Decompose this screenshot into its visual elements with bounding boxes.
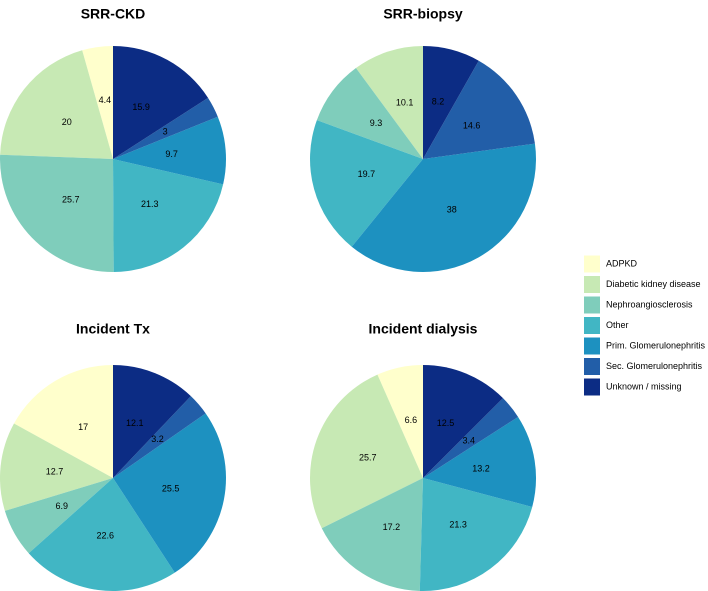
legend-label: Nephroangiosclerosis	[606, 299, 693, 309]
data-label-prim-glomerulonephritis: 13.2	[472, 463, 490, 473]
slice-diabetic-kidney-disease	[355, 45, 423, 159]
data-label-nephroangiosclerosis: 6.9	[56, 501, 69, 511]
data-label-sec-glomerulonephritis: 3.2	[151, 434, 164, 444]
data-label-sec-glomerulonephritis: 3	[163, 126, 168, 136]
legend-item-unknown-missing: Unknown / missing	[584, 378, 682, 396]
legend-key-nephroangiosclerosis	[584, 296, 600, 314]
pie-panel-incident-tx: Incident Tx 17 12.7 6.9 22.6 25.5 3.2 12.1	[0, 321, 226, 591]
slice-unknown-missing	[423, 46, 479, 159]
slice-diabetic-kidney-disease	[0, 50, 113, 159]
data-label-adpkd: 6.6	[405, 415, 418, 425]
panel-title: Incident dialysis	[369, 321, 478, 337]
data-label-other: 22.6	[97, 531, 115, 541]
data-label-unknown-missing: 12.1	[126, 418, 144, 428]
slice-sec-glomerulonephritis	[113, 97, 218, 159]
data-label-prim-glomerulonephritis: 38	[447, 205, 457, 215]
slice-unknown-missing	[113, 365, 191, 478]
data-label-sec-glomerulonephritis: 3.4	[463, 436, 476, 446]
data-label-nephroangiosclerosis: 9.3	[370, 118, 383, 128]
data-label-other: 21.3	[449, 519, 467, 529]
slice-diabetic-kidney-disease	[0, 423, 113, 511]
legend-label: Other	[606, 320, 629, 330]
legend-label: Sec. Glomerulonephritis	[606, 361, 703, 371]
slice-nephroangiosclerosis	[316, 68, 423, 159]
pie-panel-srr-biopsy: SRR-biopsy 10.1 9.3 19.7 38 14.6 8.2	[310, 6, 536, 272]
slice-unknown-missing	[113, 46, 209, 159]
slice-prim-glomerulonephritis	[113, 413, 226, 573]
slice-prim-glomerulonephritis	[423, 416, 537, 507]
data-label-other: 19.7	[358, 169, 376, 179]
legend-item-sec-glomerulonephritis: Sec. Glomerulonephritis	[584, 358, 703, 375]
panel-title: SRR-CKD	[81, 6, 146, 22]
data-label-unknown-missing: 8.2	[432, 97, 445, 107]
slice-nephroangiosclerosis	[0, 154, 114, 273]
pie-panel-srr-ckd: SRR-CKD 4.4 20 25.7 21.3 9.7 3 15.9	[0, 6, 226, 273]
data-label-diabetic-kidney-disease: 10.1	[396, 98, 414, 108]
pie-panel-incident-dialysis: Incident dialysis 6.6 25.7 17.2 21.3 13.2 3.4 1…	[309, 321, 537, 591]
data-label-prim-glomerulonephritis: 9.7	[165, 149, 178, 159]
data-label-nephroangiosclerosis: 17.2	[383, 522, 401, 532]
slice-adpkd	[377, 365, 423, 478]
slice-prim-glomerulonephritis	[351, 143, 536, 272]
slice-prim-glomerulonephritis	[113, 116, 226, 185]
legend-label: Diabetic kidney disease	[606, 279, 701, 289]
legend-item-diabetic-kidney-disease: Diabetic kidney disease	[584, 276, 701, 293]
slice-sec-glomerulonephritis	[423, 398, 519, 478]
slice-other	[310, 120, 423, 247]
legend-label: Prim. Glomerulonephritis	[606, 340, 706, 350]
slice-sec-glomerulonephritis	[423, 60, 535, 160]
slice-unknown-missing	[423, 364, 503, 478]
slice-nephroangiosclerosis	[4, 478, 114, 554]
legend: ADPKD Diabetic kidney disease Nephroangios…	[584, 255, 706, 396]
data-label-unknown-missing: 15.9	[132, 102, 150, 112]
legend-item-other: Other	[584, 317, 629, 334]
slice-nephroangiosclerosis	[321, 478, 423, 591]
data-label-adpkd: 17	[78, 422, 88, 432]
legend-key-sec-glomerulonephritis	[584, 358, 600, 375]
panel-title: SRR-biopsy	[383, 6, 463, 22]
legend-key-unknown-missing	[584, 378, 600, 396]
data-label-sec-glomerulonephritis: 14.6	[463, 120, 481, 130]
data-label-diabetic-kidney-disease: 12.7	[46, 466, 64, 476]
legend-label: Unknown / missing	[606, 381, 682, 391]
legend-key-other	[584, 317, 600, 334]
data-label-nephroangiosclerosis: 25.7	[62, 194, 80, 204]
legend-item-adpkd: ADPKD	[584, 255, 638, 273]
legend-label: ADPKD	[606, 258, 638, 268]
slice-sec-glomerulonephritis	[113, 396, 206, 478]
data-label-diabetic-kidney-disease: 20	[62, 117, 72, 127]
slice-adpkd	[13, 365, 114, 478]
slice-other	[419, 478, 533, 591]
legend-item-nephroangiosclerosis: Nephroangiosclerosis	[584, 296, 693, 314]
data-label-prim-glomerulonephritis: 25.5	[162, 484, 180, 494]
slice-other	[113, 159, 224, 272]
legend-key-diabetic-kidney-disease	[584, 276, 600, 293]
legend-key-prim-glomerulonephritis	[584, 337, 600, 355]
slice-diabetic-kidney-disease	[309, 374, 423, 529]
data-label-other: 21.3	[141, 199, 159, 209]
legend-item-prim-glomerulonephritis: Prim. Glomerulonephritis	[584, 337, 706, 355]
legend-key-adpkd	[584, 255, 600, 273]
slice-adpkd	[82, 46, 113, 159]
data-label-unknown-missing: 12.5	[437, 418, 455, 428]
pie-panels: SRR-CKD 4.4 20 25.7 21.3 9.7 3 15.9 SRR-biopsy 10…	[0, 6, 537, 591]
data-label-adpkd: 4.4	[99, 95, 112, 105]
panel-title: Incident Tx	[76, 321, 150, 337]
slice-other	[28, 478, 175, 591]
data-label-diabetic-kidney-disease: 25.7	[359, 452, 377, 462]
